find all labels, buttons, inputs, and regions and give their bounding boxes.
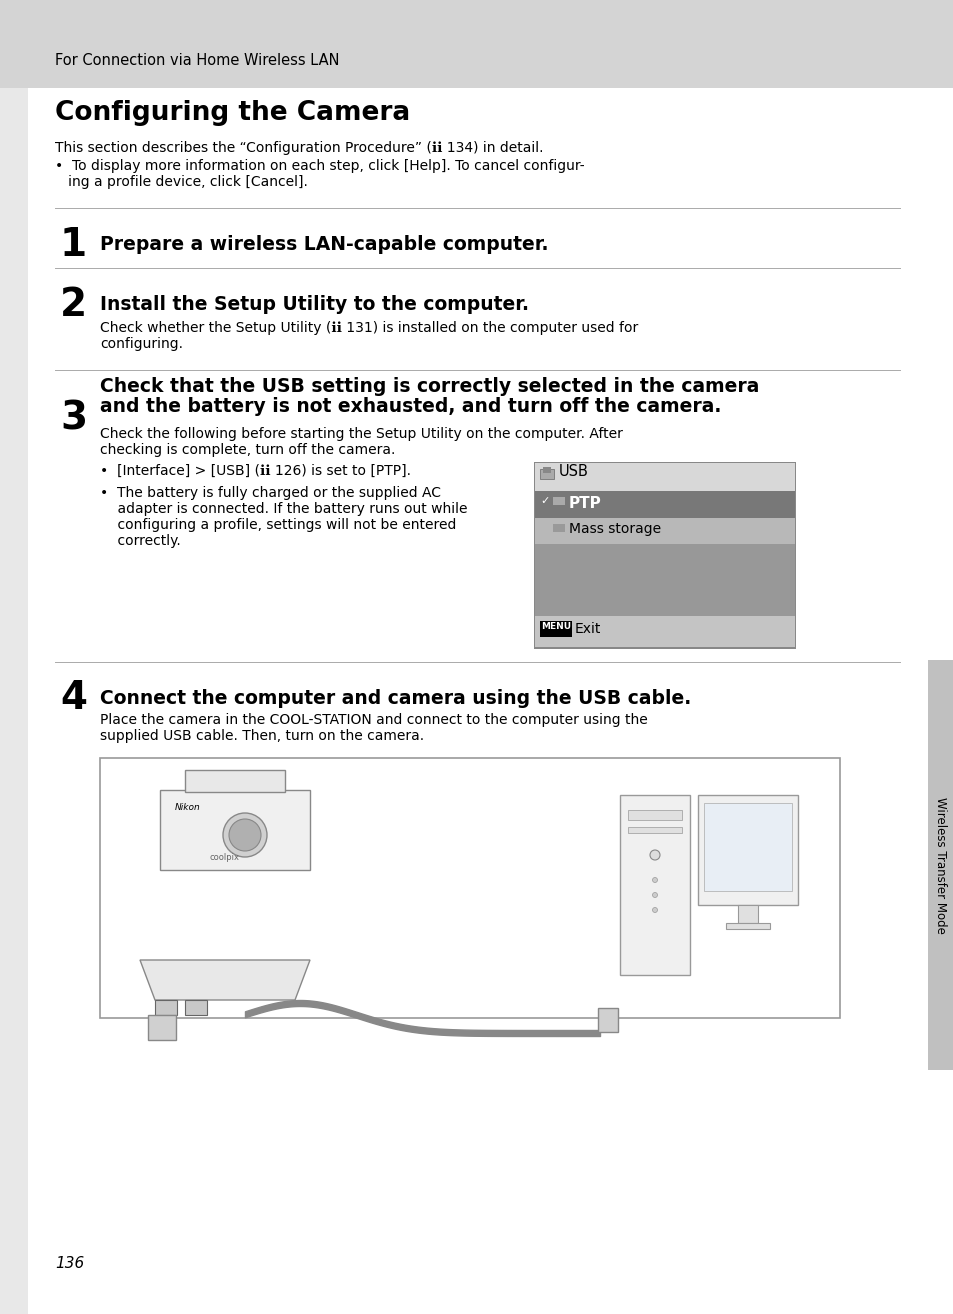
Bar — [154, 1000, 177, 1014]
Text: Check the following before starting the Setup Utility on the computer. After: Check the following before starting the … — [100, 427, 622, 442]
Text: Mass storage: Mass storage — [568, 522, 660, 536]
Text: coolpix: coolpix — [210, 853, 240, 862]
Bar — [725, 922, 769, 929]
Bar — [148, 1014, 175, 1039]
Bar — [598, 1008, 618, 1031]
Text: correctly.: correctly. — [100, 533, 180, 548]
Text: 136: 136 — [55, 1256, 84, 1271]
Text: Configuring the Camera: Configuring the Camera — [55, 100, 410, 126]
Text: Check whether the Setup Utility (ℹℹ 131) is installed on the computer used for: Check whether the Setup Utility (ℹℹ 131)… — [100, 321, 638, 335]
Bar — [542, 466, 551, 473]
Bar — [535, 544, 794, 616]
Bar — [185, 1000, 207, 1014]
Text: Connect the computer and camera using the USB cable.: Connect the computer and camera using th… — [100, 689, 691, 707]
Text: Prepare a wireless LAN-capable computer.: Prepare a wireless LAN-capable computer. — [100, 235, 548, 255]
Text: configuring a profile, settings will not be entered: configuring a profile, settings will not… — [100, 518, 456, 532]
Bar — [185, 770, 285, 792]
Bar — [534, 463, 795, 649]
Text: Nikon: Nikon — [174, 803, 200, 812]
Bar — [627, 809, 681, 820]
Circle shape — [229, 819, 261, 851]
Bar — [553, 497, 564, 505]
Bar — [927, 660, 953, 1070]
Text: •  To display more information on each step, click [Help]. To cancel configur-: • To display more information on each st… — [55, 159, 584, 173]
Text: adapter is connected. If the battery runs out while: adapter is connected. If the battery run… — [100, 502, 467, 516]
Text: checking is complete, turn off the camera.: checking is complete, turn off the camer… — [100, 443, 395, 457]
Bar — [100, 758, 840, 1018]
Bar — [535, 491, 794, 518]
Bar — [539, 622, 572, 637]
Bar — [698, 795, 797, 905]
Bar — [535, 463, 794, 491]
Text: •  [Interface] > [USB] (ℹℹ 126) is set to [PTP].: • [Interface] > [USB] (ℹℹ 126) is set to… — [100, 464, 411, 478]
Text: •  The battery is fully charged or the supplied AC: • The battery is fully charged or the su… — [100, 486, 440, 501]
Text: ✓: ✓ — [539, 495, 549, 506]
Text: For Connection via Home Wireless LAN: For Connection via Home Wireless LAN — [55, 53, 339, 68]
Text: configuring.: configuring. — [100, 336, 183, 351]
Text: PTP: PTP — [568, 495, 601, 511]
Text: Exit: Exit — [575, 622, 600, 636]
Text: ing a profile device, click [Cancel].: ing a profile device, click [Cancel]. — [55, 175, 308, 189]
Text: Install the Setup Utility to the computer.: Install the Setup Utility to the compute… — [100, 296, 529, 314]
Text: 2: 2 — [60, 286, 87, 325]
Circle shape — [652, 892, 657, 897]
Bar — [627, 827, 681, 833]
Text: supplied USB cable. Then, turn on the camera.: supplied USB cable. Then, turn on the ca… — [100, 729, 424, 742]
Bar — [619, 795, 689, 975]
Text: and the battery is not exhausted, and turn off the camera.: and the battery is not exhausted, and tu… — [100, 397, 720, 417]
Text: MENU: MENU — [540, 622, 571, 631]
Text: USB: USB — [558, 464, 588, 478]
Text: Check that the USB setting is correctly selected in the camera: Check that the USB setting is correctly … — [100, 377, 759, 396]
Text: Wireless Transfer Mode: Wireless Transfer Mode — [934, 796, 946, 933]
Text: 3: 3 — [60, 399, 87, 438]
Text: 4: 4 — [60, 679, 87, 717]
Text: 1: 1 — [60, 226, 87, 264]
Circle shape — [223, 813, 267, 857]
Polygon shape — [160, 790, 310, 870]
Bar — [0, 0, 953, 88]
Text: This section describes the “Configuration Procedure” (ℹℹ 134) in detail.: This section describes the “Configuratio… — [55, 141, 543, 155]
Circle shape — [649, 850, 659, 859]
Text: Place the camera in the COOL-STATION and connect to the computer using the: Place the camera in the COOL-STATION and… — [100, 714, 647, 727]
Bar — [535, 616, 794, 646]
Bar — [703, 803, 791, 891]
Bar — [535, 518, 794, 544]
Circle shape — [652, 908, 657, 912]
Bar — [553, 524, 564, 532]
Bar — [539, 469, 554, 480]
Circle shape — [652, 878, 657, 883]
Bar — [738, 905, 758, 922]
Polygon shape — [140, 961, 310, 1000]
